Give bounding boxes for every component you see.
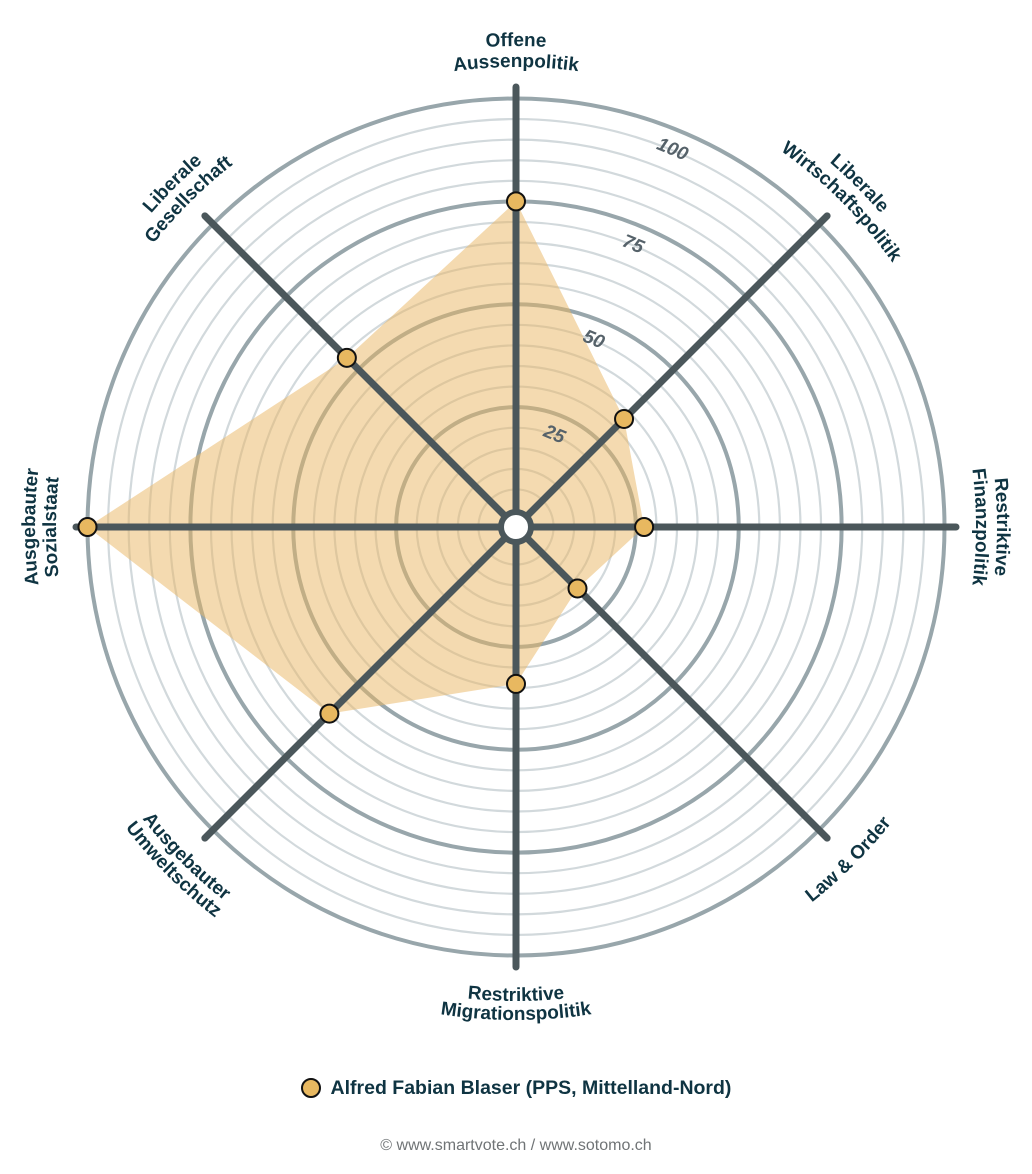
series-polygon xyxy=(87,201,645,714)
series-area xyxy=(87,201,645,714)
axis-label: Aussenpolitik xyxy=(452,51,581,76)
axis-line xyxy=(201,523,520,842)
axis-label: Restriktive xyxy=(990,477,1013,577)
axis-label: Restriktive xyxy=(467,983,565,1006)
axis-label: Offene xyxy=(485,30,547,52)
axis-label: Finanzpolitik xyxy=(967,467,992,587)
axis-label: Sozialstaat xyxy=(40,475,64,578)
axis-line xyxy=(201,212,520,531)
legend: Alfred Fabian Blaser (PPS, Mittelland-No… xyxy=(0,1074,1032,1102)
axis-line xyxy=(512,523,831,842)
legend-label: Alfred Fabian Blaser (PPS, Mittelland-No… xyxy=(330,1076,732,1099)
data-point-marker xyxy=(319,703,340,724)
tick-label: 100 xyxy=(654,134,692,166)
copyright-footer: © www.smartvote.ch / www.sotomo.ch xyxy=(380,1137,652,1154)
data-point-marker xyxy=(614,408,635,429)
data-point-marker xyxy=(506,673,526,694)
legend-marker-icon xyxy=(300,1078,321,1098)
data-point-marker xyxy=(506,191,526,212)
center-hub xyxy=(498,509,534,545)
tick-label: 75 xyxy=(619,231,647,259)
data-point-marker xyxy=(567,578,588,599)
data-point-marker xyxy=(77,517,98,537)
axis-label: Ausgebauter xyxy=(19,467,44,587)
data-point-marker xyxy=(336,347,357,368)
data-point-marker xyxy=(634,517,655,537)
axis-line xyxy=(512,212,831,531)
center-hub-circle xyxy=(498,509,534,545)
axis-lines xyxy=(72,83,960,971)
data-markers xyxy=(77,191,655,724)
